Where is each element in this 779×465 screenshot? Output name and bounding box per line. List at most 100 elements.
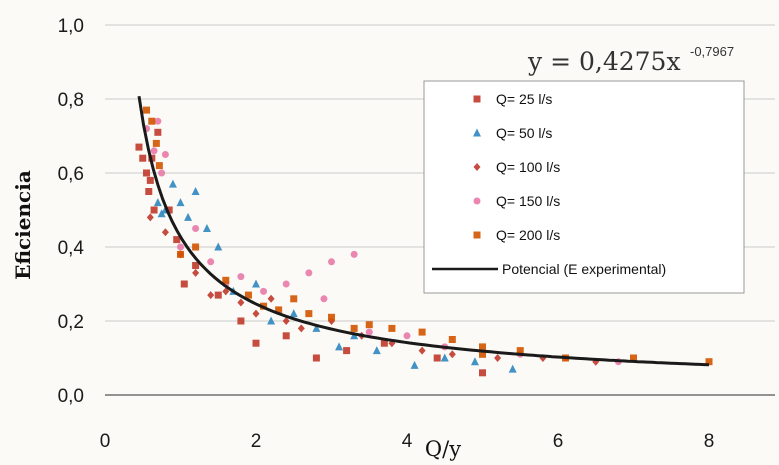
data-point-q-200-l-s xyxy=(328,313,335,321)
data-point-q-100-l-s xyxy=(252,309,260,318)
data-point-q-100-l-s xyxy=(267,294,275,303)
data-point-q-150-l-s xyxy=(328,258,335,266)
data-point-q-150-l-s xyxy=(365,328,373,336)
data-point-q-25-l-s xyxy=(165,206,173,214)
data-point-q-150-l-s xyxy=(161,151,169,158)
data-point-q-150-l-s xyxy=(192,225,200,232)
data-point-q-50-l-s xyxy=(267,316,276,325)
data-point-q-100-l-s xyxy=(161,228,169,237)
data-point-q-150-l-s xyxy=(350,250,358,258)
data-point-q-150-l-s xyxy=(158,169,166,177)
data-point-q-150-l-s xyxy=(282,280,290,288)
data-point-q-200-l-s xyxy=(479,350,486,358)
data-point-q-200-l-s xyxy=(155,162,163,170)
data-point-q-25-l-s xyxy=(150,206,158,214)
legend-label: Q= 150 l/s xyxy=(496,193,560,209)
data-point-q-150-l-s xyxy=(260,287,268,295)
data-point-q-200-l-s xyxy=(365,321,373,329)
data-point-q-50-l-s xyxy=(289,309,298,318)
y-tick-label: 0,6 xyxy=(58,164,84,185)
data-point-q-25-l-s xyxy=(252,339,260,347)
legend-marker-q-200-l-s xyxy=(473,231,481,239)
data-point-q-100-l-s xyxy=(282,317,290,325)
data-point-q-25-l-s xyxy=(180,280,188,288)
data-point-q-25-l-s xyxy=(380,339,388,347)
legend-label: Q= 200 l/s xyxy=(496,227,560,243)
data-point-q-200-l-s xyxy=(222,276,230,284)
data-point-q-50-l-s xyxy=(191,187,200,195)
legend-box xyxy=(423,80,745,294)
equation-base: y = 0,4275x xyxy=(527,47,681,76)
data-point-q-150-l-s xyxy=(305,269,313,277)
x-tick-label: 4 xyxy=(402,431,413,452)
data-point-q-100-l-s xyxy=(207,291,215,300)
data-point-q-150-l-s xyxy=(177,243,184,251)
data-point-q-200-l-s xyxy=(192,243,200,251)
data-point-q-50-l-s xyxy=(312,323,321,332)
data-point-q-100-l-s xyxy=(192,268,200,277)
legend-label: Q= 100 l/s xyxy=(496,159,560,175)
data-point-q-100-l-s xyxy=(448,350,456,359)
data-point-q-25-l-s xyxy=(135,143,143,151)
data-point-q-50-l-s xyxy=(168,179,177,188)
legend-marker-q-150-l-s xyxy=(473,197,481,205)
legend-label: Q= 25 l/s xyxy=(496,91,552,107)
x-tick-label: 6 xyxy=(553,431,564,452)
x-tick-label: 2 xyxy=(251,431,262,452)
legend-label: Q= 50 l/s xyxy=(496,125,552,141)
data-point-q-25-l-s xyxy=(237,317,245,325)
tick-layer: 0,0 0,2 0,4 0,6 0,8 1,0 0 2 4 6 8 xyxy=(58,16,715,452)
data-point-q-200-l-s xyxy=(448,336,456,343)
data-point-q-150-l-s xyxy=(154,117,162,125)
data-point-q-200-l-s xyxy=(275,306,283,314)
y-axis-title: Eficiencia xyxy=(11,170,35,280)
data-point-q-50-l-s xyxy=(372,346,381,355)
data-point-q-25-l-s xyxy=(192,262,200,269)
data-point-q-200-l-s xyxy=(244,291,252,299)
data-point-q-150-l-s xyxy=(150,147,158,155)
legend-label: Potencial (E experimental) xyxy=(502,261,666,277)
data-point-q-25-l-s xyxy=(433,354,441,362)
data-point-q-25-l-s xyxy=(479,369,486,377)
data-point-q-100-l-s xyxy=(297,324,305,333)
trend-line xyxy=(137,95,710,367)
x-tick-label: 0 xyxy=(100,431,111,452)
data-point-q-50-l-s xyxy=(176,198,185,207)
data-point-q-200-l-s xyxy=(152,139,160,147)
legend-marker-q-50-l-s xyxy=(473,128,481,137)
data-point-q-50-l-s xyxy=(214,242,223,251)
data-point-q-200-l-s xyxy=(479,343,486,351)
data-point-q-100-l-s xyxy=(494,354,502,362)
equation-label: y = 0,4275x -0,7967 xyxy=(527,44,734,76)
data-point-q-25-l-s xyxy=(145,188,153,195)
data-point-q-50-l-s xyxy=(153,198,162,207)
y-tick-label: 0,0 xyxy=(58,386,84,407)
data-point-q-50-l-s xyxy=(252,279,260,288)
legend-marker-q-100-l-s xyxy=(473,163,481,171)
data-point-q-150-l-s xyxy=(237,273,245,281)
data-point-q-25-l-s xyxy=(173,236,181,244)
data-point-q-50-l-s xyxy=(508,364,517,373)
data-point-q-25-l-s xyxy=(146,176,154,184)
legend: Q= 25 l/s Q= 50 l/s Q= 100 l/s Q= 150 l/s Q=… xyxy=(423,80,745,294)
data-point-q-50-l-s xyxy=(202,224,211,232)
data-point-q-25-l-s xyxy=(214,291,222,299)
y-tick-label: 0,8 xyxy=(58,90,84,111)
trend-layer xyxy=(137,95,710,367)
data-point-q-150-l-s xyxy=(403,332,411,340)
data-point-q-200-l-s xyxy=(305,310,313,318)
data-point-q-100-l-s xyxy=(146,213,154,222)
data-point-q-25-l-s xyxy=(139,154,147,162)
data-point-q-50-l-s xyxy=(335,342,344,351)
equation-exponent: -0,7967 xyxy=(690,44,734,59)
y-tick-label: 1,0 xyxy=(58,16,84,37)
data-point-q-25-l-s xyxy=(143,169,151,177)
data-point-q-200-l-s xyxy=(630,354,637,362)
data-point-q-200-l-s xyxy=(148,117,156,125)
data-point-q-200-l-s xyxy=(177,250,184,258)
x-tick-label: 8 xyxy=(704,431,715,452)
x-axis-title: Q/y xyxy=(425,437,461,461)
data-point-q-200-l-s xyxy=(418,328,426,336)
